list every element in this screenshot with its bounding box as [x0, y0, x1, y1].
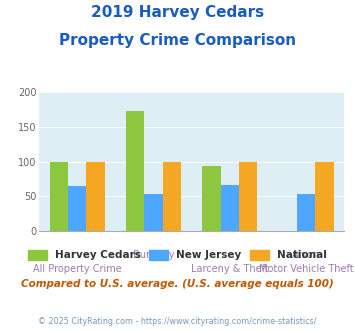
Text: © 2025 CityRating.com - https://www.cityrating.com/crime-statistics/: © 2025 CityRating.com - https://www.city… — [38, 317, 317, 326]
Text: Burglary: Burglary — [133, 250, 174, 260]
Bar — [221, 184, 239, 231]
Text: Arson: Arson — [292, 250, 320, 260]
Text: Property Crime Comparison: Property Crime Comparison — [59, 33, 296, 48]
Bar — [163, 162, 181, 231]
Bar — [50, 162, 68, 231]
Bar — [202, 166, 221, 231]
Text: Motor Vehicle Theft: Motor Vehicle Theft — [259, 264, 354, 274]
Bar — [126, 111, 144, 231]
Text: 2019 Harvey Cedars: 2019 Harvey Cedars — [91, 5, 264, 20]
Bar — [315, 162, 334, 231]
Text: All Property Crime: All Property Crime — [33, 264, 121, 274]
Text: Larceny & Theft: Larceny & Theft — [191, 264, 269, 274]
Bar — [68, 186, 86, 231]
Bar — [86, 162, 105, 231]
Legend: Harvey Cedars, New Jersey, National: Harvey Cedars, New Jersey, National — [28, 250, 327, 260]
Bar — [144, 194, 163, 231]
Bar — [239, 162, 257, 231]
Text: Compared to U.S. average. (U.S. average equals 100): Compared to U.S. average. (U.S. average … — [21, 279, 334, 289]
Bar — [297, 194, 315, 231]
